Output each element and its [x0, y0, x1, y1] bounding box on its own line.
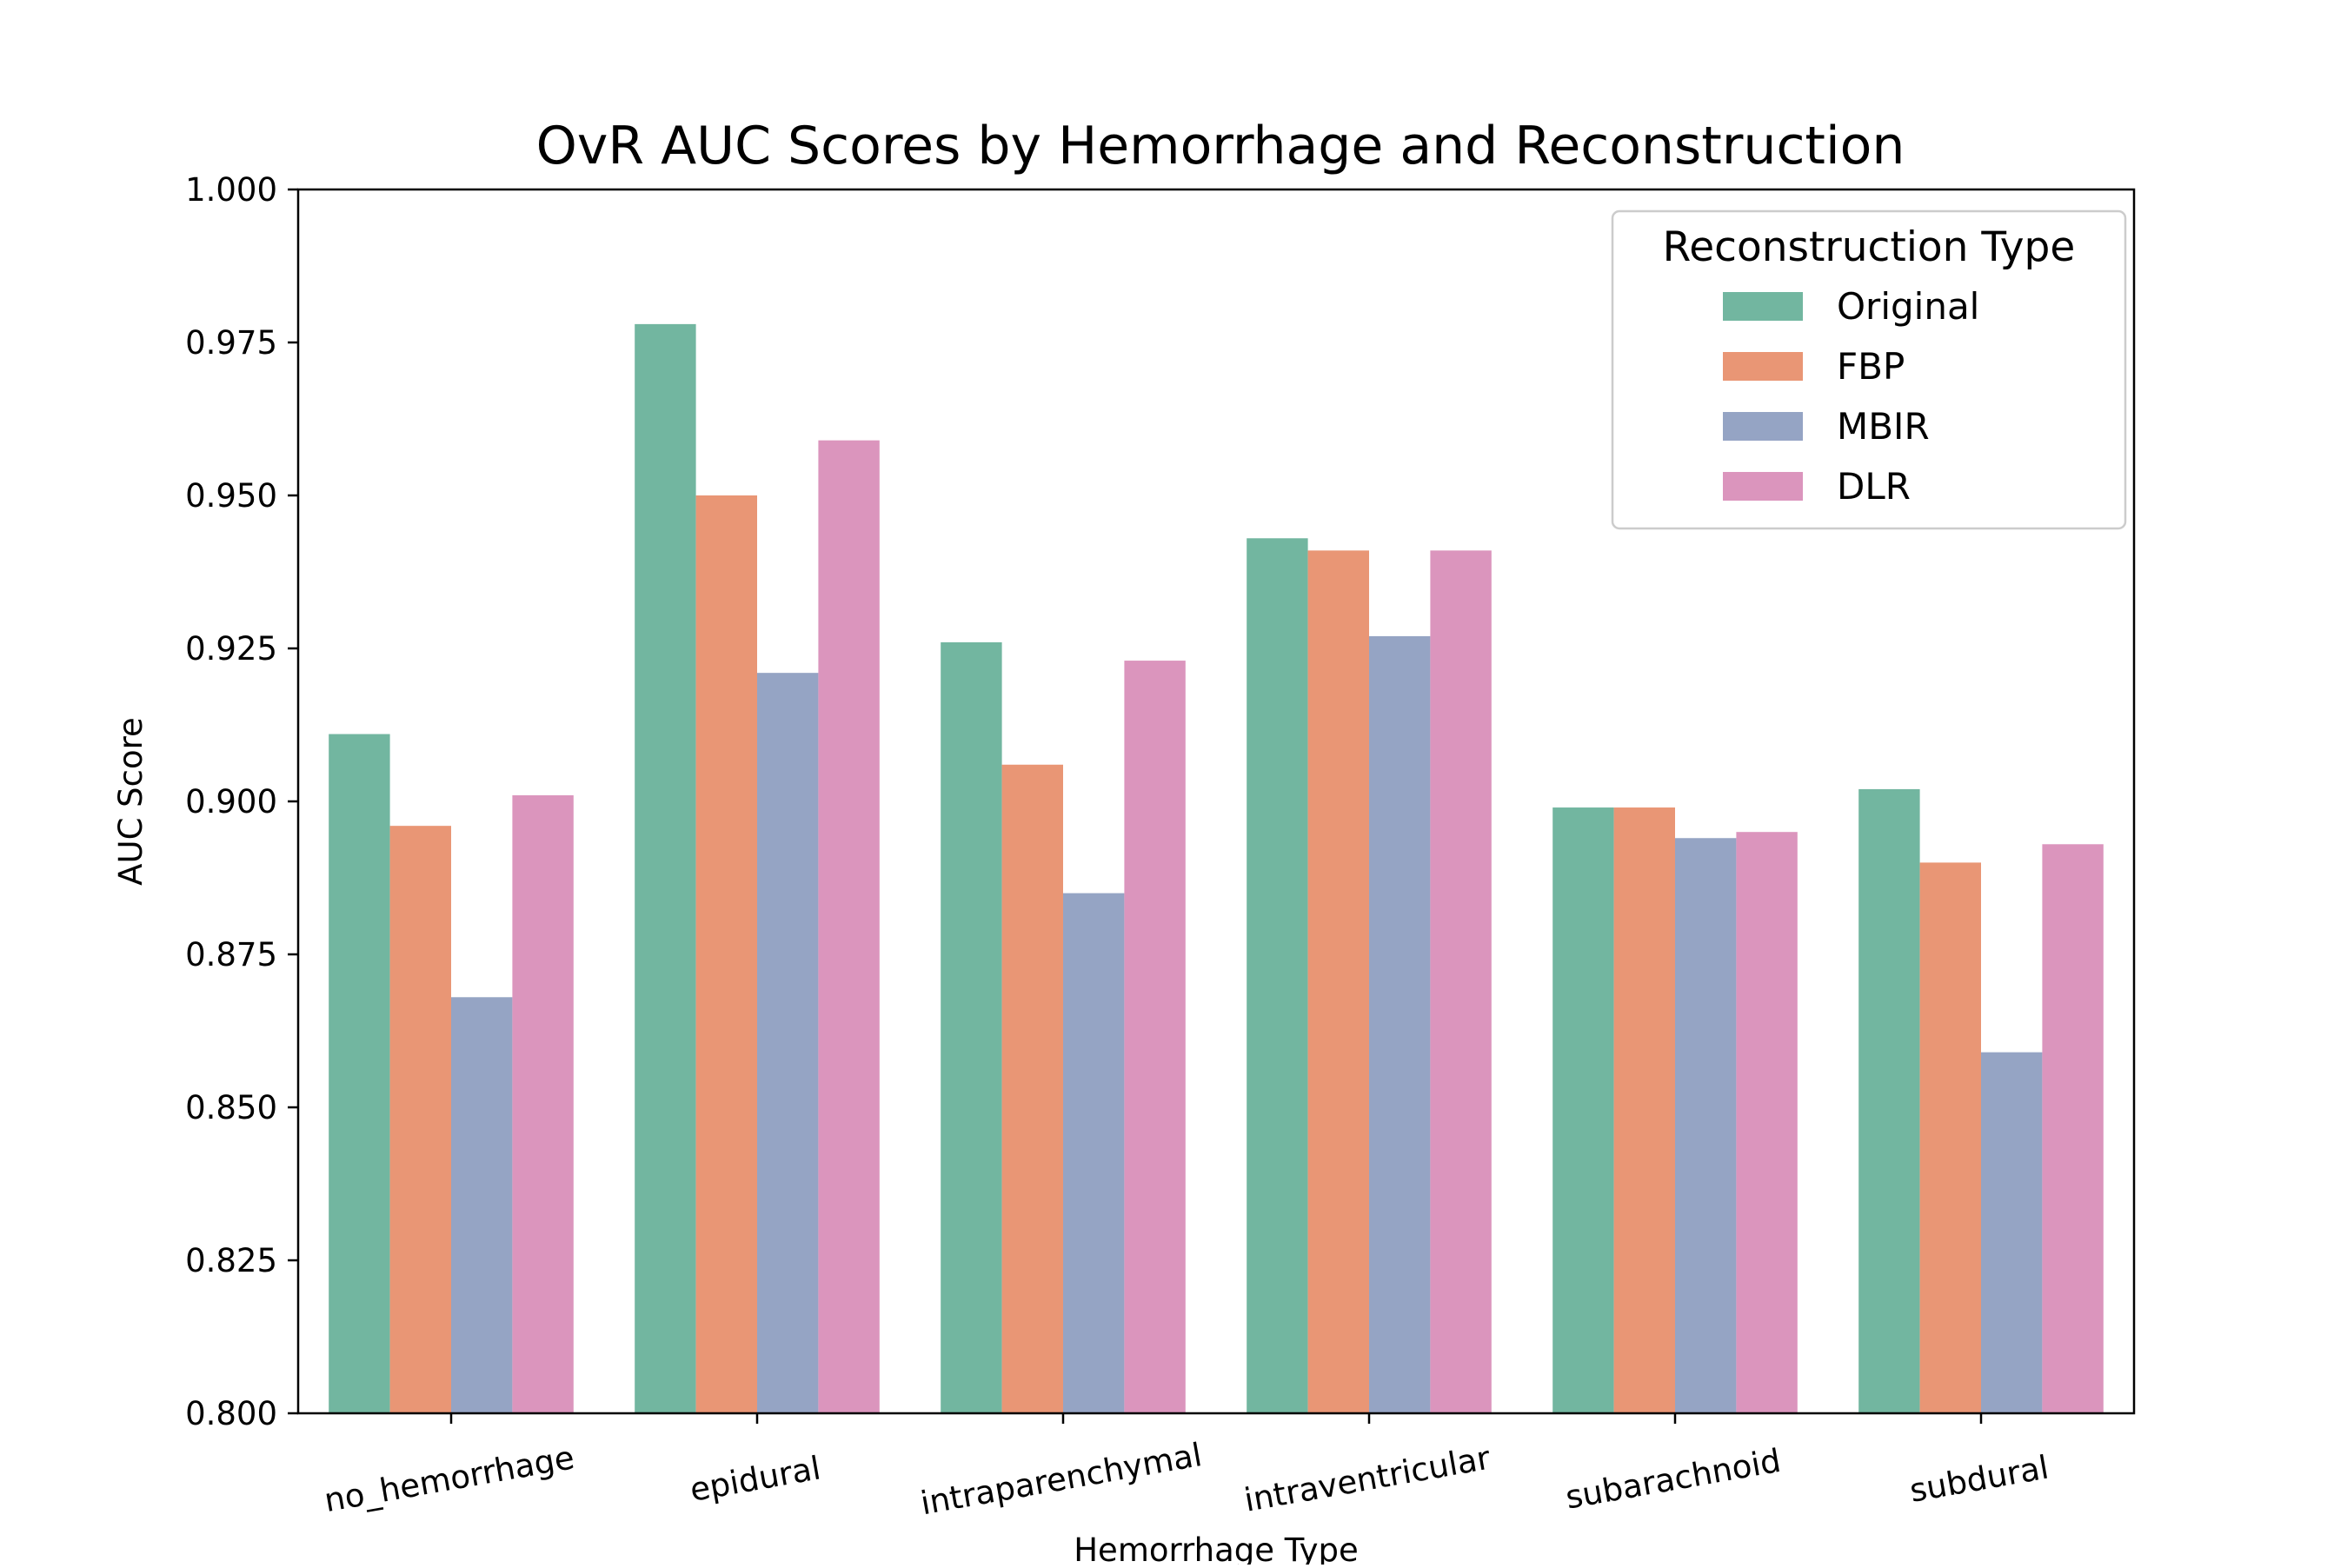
legend-items: Original FBP MBIR DLR: [1723, 285, 1979, 508]
bar-mbir-epidural: [757, 673, 819, 1413]
y-axis-label: AUC Score: [112, 717, 150, 886]
legend-label-fbp: FBP: [1837, 345, 1905, 388]
bar-fbp-subdural: [1919, 862, 1981, 1413]
bar-fbp-no_hemorrhage: [389, 826, 451, 1413]
y-tick-label: 0.900: [185, 783, 277, 821]
bar-fbp-epidural: [695, 495, 757, 1413]
x-tick-label: subdural: [1907, 1449, 2051, 1510]
legend: Reconstruction Type Original FBP MBIR DLR: [1611, 209, 2127, 530]
bar-dlr-no_hemorrhage: [512, 794, 574, 1413]
legend-label-mbir: MBIR: [1837, 405, 1930, 448]
x-axis: no_hemorrhage epidural intraparenchymal int…: [322, 1413, 2051, 1522]
y-axis: 0.800 0.825 0.850 0.875 0.900 0.925 0.950 0.975…: [185, 171, 298, 1432]
bar-original-subarachnoid: [1552, 807, 1614, 1413]
y-tick-label: 0.825: [185, 1242, 277, 1279]
chart-title: OvR AUC Scores by Hemorrhage and Reconst…: [536, 116, 1905, 176]
legend-label-dlr: DLR: [1837, 465, 1911, 508]
bar-dlr-subarachnoid: [1736, 832, 1798, 1413]
legend-swatch-dlr: [1723, 472, 1803, 501]
bar-mbir-no_hemorrhage: [451, 997, 513, 1413]
legend-swatch-fbp: [1723, 352, 1803, 381]
bar-original-intraventricular: [1247, 538, 1308, 1413]
y-tick-label: 1.000: [185, 171, 277, 209]
bar-dlr-epidural: [818, 440, 880, 1413]
x-tick-label: no_hemorrhage: [322, 1438, 577, 1519]
legend-label-original: Original: [1837, 285, 1979, 328]
bar-fbp-intraventricular: [1307, 550, 1369, 1413]
x-tick-label: intraventricular: [1241, 1439, 1493, 1519]
y-tick-label: 0.800: [185, 1395, 277, 1432]
bar-fbp-intraparenchymal: [1001, 764, 1063, 1413]
legend-box: [1611, 209, 2127, 530]
y-tick-label: 0.950: [185, 477, 277, 515]
x-tick-label: subarachnoid: [1563, 1442, 1784, 1517]
bar-mbir-intraparenchymal: [1063, 893, 1125, 1413]
bars-group: [329, 323, 2104, 1413]
bar-original-epidural: [635, 323, 696, 1413]
bar-mbir-subdural: [1981, 1052, 2043, 1413]
bar-dlr-intraparenchymal: [1124, 661, 1186, 1413]
y-tick-label: 0.875: [185, 936, 277, 973]
y-tick-label: 0.925: [185, 630, 277, 668]
bar-mbir-intraventricular: [1369, 635, 1431, 1413]
y-tick-label: 0.975: [185, 324, 277, 362]
legend-title: Reconstruction Type: [1663, 223, 2076, 271]
plot-frame: [296, 188, 2136, 1415]
bar-original-no_hemorrhage: [329, 734, 390, 1413]
y-tick-label: 0.850: [185, 1089, 277, 1126]
bar-dlr-intraventricular: [1430, 550, 1492, 1413]
x-tick-label: intraparenchymal: [918, 1436, 1205, 1522]
x-tick-label: epidural: [687, 1449, 823, 1509]
legend-swatch-mbir: [1723, 412, 1803, 441]
bar-mbir-subarachnoid: [1675, 838, 1737, 1413]
bar-fbp-subarachnoid: [1613, 807, 1675, 1413]
bar-original-intraparenchymal: [941, 641, 1002, 1413]
x-axis-label: Hemorrhage Type: [1074, 1531, 1359, 1565]
bar-dlr-subdural: [2042, 844, 2104, 1413]
legend-swatch-original: [1723, 292, 1803, 321]
bar-original-subdural: [1858, 788, 1920, 1413]
